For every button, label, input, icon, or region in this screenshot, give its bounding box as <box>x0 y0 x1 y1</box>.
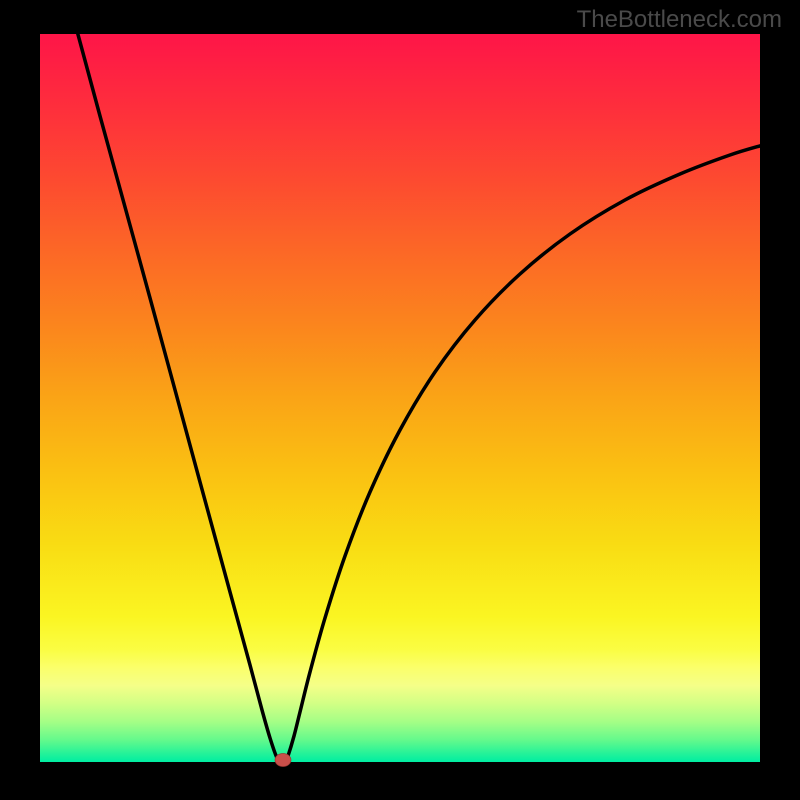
minimum-marker <box>275 754 291 767</box>
plot-background <box>40 34 760 762</box>
chart-container: TheBottleneck.com <box>0 0 800 800</box>
watermark-text: TheBottleneck.com <box>577 6 782 34</box>
chart-svg <box>0 0 800 800</box>
